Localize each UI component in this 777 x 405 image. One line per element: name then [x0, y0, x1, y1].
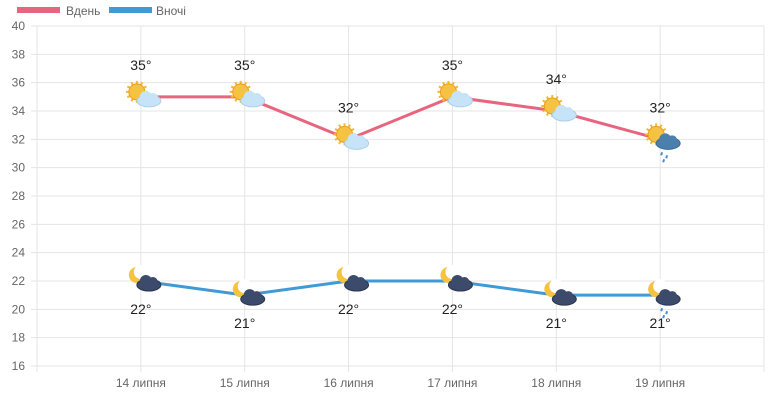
legend-swatch-night: [109, 7, 152, 13]
sun-cloud-icon: [541, 95, 577, 122]
x-tick-label: 18 липня: [531, 376, 581, 390]
cloud-puff: [147, 92, 158, 103]
y-axis: 16 18 20 22 24 26 28 30 32 34 36 38 40: [12, 19, 26, 373]
series-line: [140, 95, 661, 141]
x-tick-label: 15 липня: [220, 376, 270, 390]
moon-cloud-icon: [544, 279, 577, 306]
rain-drop: [662, 159, 666, 163]
cloud-puff: [563, 107, 574, 117]
y-tick-label: 32: [12, 132, 26, 146]
cloud-puff: [459, 92, 470, 103]
moon-rain-cloud-icon: [648, 279, 681, 319]
legend-label-night[interactable]: Вночі: [156, 4, 186, 18]
legend-swatch-day: [17, 7, 60, 13]
rain-drop: [665, 310, 669, 315]
sun-rain-cloud-icon: [645, 123, 681, 163]
y-tick-label: 38: [12, 47, 26, 61]
grid: [31, 25, 765, 372]
y-tick-label: 22: [12, 274, 26, 288]
rain-drop: [660, 152, 664, 156]
y-tick-label: 18: [12, 331, 26, 345]
x-tick-label: 16 липня: [324, 376, 374, 390]
data-label: 35°: [234, 57, 255, 73]
data-label: 34°: [546, 71, 567, 87]
data-label: 21°: [650, 315, 671, 331]
data-label: 35°: [442, 57, 463, 73]
moon-cloud-icon: [336, 265, 370, 292]
y-tick-label: 20: [12, 302, 26, 316]
sun-cloud-icon: [437, 80, 473, 108]
cloud-puff: [459, 277, 470, 287]
data-label: 32°: [338, 99, 359, 115]
moon-cloud-icon: [440, 265, 473, 292]
cloud-puff: [147, 277, 158, 287]
x-tick-label: 19 липня: [635, 376, 685, 390]
sun-ray: [247, 85, 251, 89]
moon-cloud-icon: [128, 265, 162, 292]
cloud-puff: [667, 291, 678, 302]
data-label: 35°: [130, 57, 151, 73]
y-tick-label: 16: [12, 359, 26, 373]
data-label: 21°: [234, 315, 255, 331]
y-tick-label: 34: [12, 104, 26, 118]
sun-ray: [126, 85, 131, 89]
sun-cloud-icon: [125, 80, 162, 108]
moon-cloud-icon: [232, 279, 266, 306]
y-tick-label: 28: [12, 189, 26, 203]
series-line: [140, 279, 661, 297]
y-tick-label: 36: [12, 76, 26, 90]
sun-ray: [230, 94, 235, 99]
cloud-puff: [563, 291, 574, 302]
x-tick-label: 17 липня: [427, 376, 477, 390]
cloud-puff: [251, 92, 262, 103]
sun-ray: [143, 85, 147, 89]
y-tick-label: 24: [12, 246, 26, 260]
series-night: 22° 21° 22° 22° 21° 21°: [128, 265, 681, 331]
data-label: 21°: [546, 315, 567, 331]
x-tick-label: 14 липня: [116, 376, 166, 390]
x-axis: 14 липня 15 липня 16 липня 17 липня 18 липня…: [116, 376, 685, 390]
rain-drop: [665, 155, 669, 159]
sun-ray: [649, 140, 654, 145]
data-label: 22°: [442, 301, 463, 317]
sun-ray: [126, 94, 131, 99]
y-tick-label: 40: [12, 19, 26, 33]
sun-cloud-icon: [229, 80, 266, 108]
y-tick-label: 26: [12, 217, 26, 231]
cloud-puff: [355, 135, 366, 146]
data-label: 22°: [130, 301, 151, 317]
rain-drop: [662, 314, 666, 319]
cloud-puff: [667, 135, 678, 146]
cloud-puff: [355, 277, 366, 287]
rain-drop: [660, 307, 664, 312]
sun-ray: [338, 140, 342, 145]
legend-label-day[interactable]: Вдень: [66, 4, 100, 18]
legend: Вдень Вночі: [17, 4, 186, 18]
sun-cloud-icon: [333, 123, 370, 150]
data-label: 32°: [650, 99, 671, 115]
series-day: 35° 35° 32° 35° 34° 32°: [125, 57, 681, 163]
sun-ray: [230, 85, 235, 89]
data-label: 22°: [338, 301, 359, 317]
cloud-puff: [251, 291, 262, 302]
y-tick-label: 30: [12, 161, 26, 175]
series: 35° 35° 32° 35° 34° 32° 22° 21° 22° 22° 21° 21°: [125, 57, 681, 331]
